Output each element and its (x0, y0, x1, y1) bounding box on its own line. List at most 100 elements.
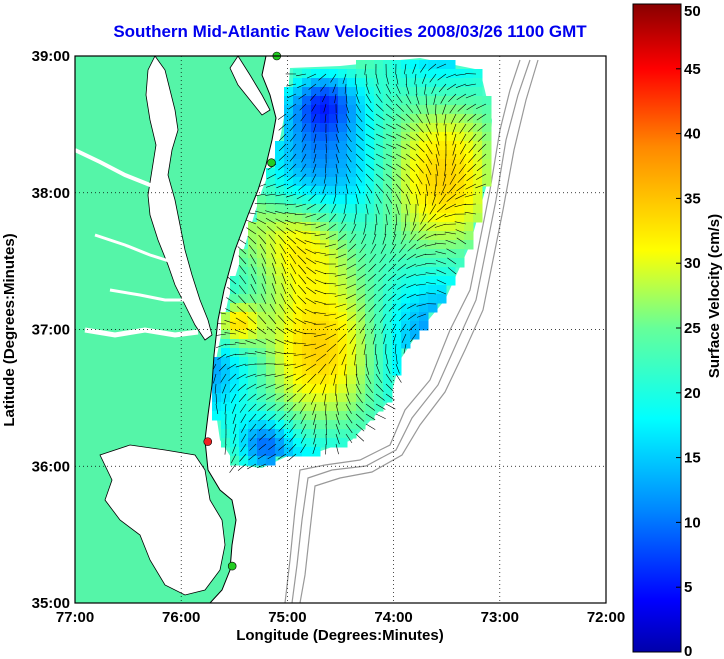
velocity-cell (347, 249, 357, 259)
velocity-vector (246, 227, 257, 235)
velocity-cell (392, 195, 402, 205)
velocity-vector (267, 225, 277, 235)
velocity-vector (379, 313, 387, 323)
velocity-cell (329, 213, 339, 223)
velocity-cell (221, 375, 231, 385)
velocity-vector (385, 73, 389, 85)
velocity-vector (395, 173, 405, 182)
velocity-vector (306, 73, 317, 79)
velocity-cell (428, 60, 438, 70)
velocity-vector (431, 193, 437, 206)
velocity-vector (429, 73, 437, 83)
velocity-cell (428, 159, 438, 169)
velocity-vector (451, 163, 457, 176)
velocity-vector (308, 193, 317, 202)
velocity-cell (455, 231, 465, 241)
velocity-vector (325, 423, 327, 435)
velocity-vector (406, 283, 417, 288)
velocity-vector (313, 143, 317, 154)
velocity-cell (275, 312, 285, 322)
velocity-vector (458, 113, 467, 123)
velocity-cell (284, 168, 294, 178)
velocity-cell (284, 276, 294, 286)
velocity-cell (401, 69, 411, 79)
velocity-vector (355, 403, 364, 413)
velocity-cell (329, 132, 339, 142)
velocity-vector (247, 235, 257, 245)
velocity-cell (392, 321, 402, 331)
velocity-cell (374, 312, 384, 322)
velocity-vector (355, 173, 362, 183)
velocity-vector (237, 295, 247, 305)
velocity-cell (302, 159, 312, 169)
velocity-cell (293, 339, 303, 349)
velocity-vector (377, 283, 387, 292)
velocity-vector (416, 293, 427, 296)
velocity-cell (410, 141, 420, 151)
velocity-cell (356, 177, 366, 187)
velocity-cell (419, 195, 429, 205)
velocity-cell (284, 123, 294, 133)
velocity-cell (356, 78, 366, 88)
velocity-cell (392, 312, 402, 322)
velocity-cell (383, 69, 393, 79)
velocity-cell (266, 195, 276, 205)
york-river (109, 288, 185, 302)
velocity-cell (356, 420, 366, 430)
velocity-vector (468, 143, 477, 154)
velocity-vector (355, 423, 365, 432)
velocity-cell (230, 384, 240, 394)
colorbar-tick-label: 10 (684, 514, 701, 531)
velocity-cell (284, 312, 294, 322)
velocity-cell (302, 303, 312, 313)
velocity-vector (365, 403, 375, 411)
velocity-vector (415, 93, 420, 105)
velocity-cell (257, 384, 267, 394)
velocity-cell (248, 249, 258, 259)
velocity-vector (314, 300, 327, 305)
velocity-vector (425, 133, 433, 145)
velocity-cell (257, 456, 267, 466)
velocity-vector (235, 353, 247, 356)
velocity-vector (434, 233, 447, 236)
velocity-cell (347, 357, 357, 367)
velocity-vector (214, 383, 217, 394)
velocity-cell (230, 348, 240, 358)
velocity-vector (317, 363, 327, 374)
velocity-vector (369, 253, 377, 263)
velocity-vector (375, 73, 379, 85)
velocity-cell (266, 285, 276, 295)
velocity-vector (345, 283, 357, 289)
velocity-vector (287, 93, 297, 99)
velocity-cell (356, 186, 366, 196)
velocity-cell (266, 267, 276, 277)
velocity-vector (435, 260, 447, 265)
velocity-cell (383, 96, 393, 106)
velocity-vector (345, 123, 352, 133)
velocity-cell (239, 420, 249, 430)
velocity-vector (294, 213, 307, 216)
velocity-vector (313, 153, 317, 164)
velocity-cell (320, 87, 330, 97)
velocity-vector (367, 273, 377, 282)
velocity-vector (247, 393, 257, 401)
velocity-vector (375, 393, 385, 401)
velocity-vector (229, 463, 237, 473)
velocity-cell (275, 213, 285, 223)
velocity-cell (248, 312, 258, 322)
velocity-cell (293, 105, 303, 115)
velocity-cell (419, 114, 429, 124)
velocity-vector (355, 433, 365, 442)
velocity-cell (455, 222, 465, 232)
velocity-vector (425, 253, 437, 255)
velocity-vector (394, 223, 397, 236)
velocity-vector (266, 326, 277, 335)
velocity-cell (437, 177, 447, 187)
velocity-cell (338, 168, 348, 178)
velocity-vector (323, 103, 327, 113)
velocity-cell (266, 375, 276, 385)
plot-frame (74, 55, 607, 604)
velocity-cell (383, 177, 393, 187)
velocity-vector (299, 103, 307, 111)
velocity-vector (415, 263, 427, 267)
